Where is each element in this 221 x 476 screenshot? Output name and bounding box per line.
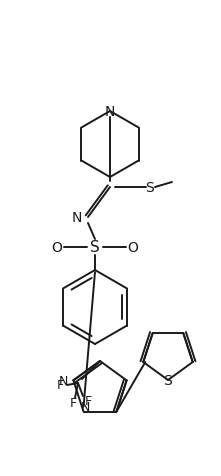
- Text: F: F: [69, 397, 76, 410]
- Text: N: N: [72, 210, 82, 225]
- Text: N: N: [105, 105, 115, 119]
- Text: N: N: [81, 400, 90, 413]
- Text: S: S: [146, 180, 154, 195]
- Text: F: F: [84, 395, 91, 407]
- Text: O: O: [128, 240, 138, 255]
- Text: O: O: [51, 240, 63, 255]
- Text: N: N: [59, 374, 68, 387]
- Text: F: F: [56, 379, 64, 392]
- Text: S: S: [164, 373, 172, 387]
- Text: S: S: [90, 240, 100, 255]
